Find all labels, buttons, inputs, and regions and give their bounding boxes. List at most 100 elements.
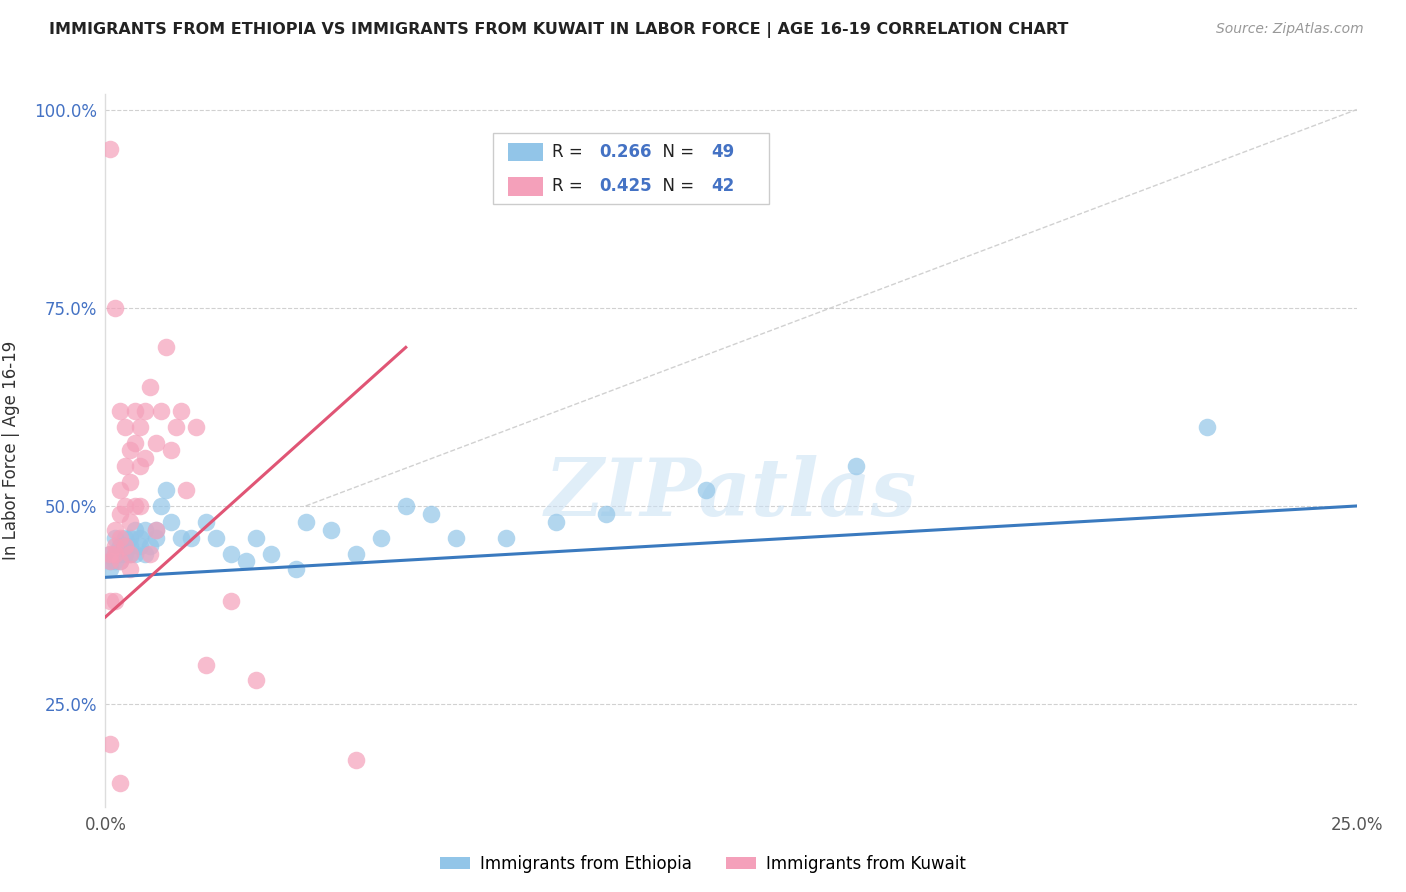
Point	[129, 459, 152, 474]
Point	[120, 539, 142, 553]
Point	[104, 547, 127, 561]
Point	[124, 404, 146, 418]
Point	[124, 523, 146, 537]
Point	[284, 562, 307, 576]
Point	[194, 657, 217, 672]
Point	[235, 554, 257, 568]
Text: N =: N =	[652, 178, 700, 195]
Point	[245, 531, 267, 545]
Point	[1195, 419, 1218, 434]
Point	[120, 547, 142, 561]
Point	[104, 301, 127, 315]
Point	[100, 142, 122, 156]
Point	[110, 554, 132, 568]
Point	[129, 539, 152, 553]
Point	[149, 404, 172, 418]
Point	[124, 499, 146, 513]
Point	[134, 451, 156, 466]
Point	[845, 459, 868, 474]
Point	[129, 531, 152, 545]
Point	[114, 419, 136, 434]
Point	[495, 531, 517, 545]
Text: R =: R =	[553, 178, 588, 195]
Point	[159, 443, 181, 458]
Point	[110, 554, 132, 568]
Point	[104, 554, 127, 568]
Point	[120, 547, 142, 561]
Point	[174, 483, 197, 497]
Point	[169, 404, 191, 418]
Point	[100, 737, 122, 751]
Point	[110, 776, 132, 790]
Point	[219, 594, 242, 608]
Text: ZIPatlas: ZIPatlas	[546, 455, 917, 532]
Point	[110, 547, 132, 561]
Point	[100, 554, 122, 568]
Point	[114, 499, 136, 513]
Point	[114, 459, 136, 474]
Point	[145, 531, 167, 545]
Point	[155, 340, 177, 354]
Point	[100, 562, 122, 576]
Point	[104, 523, 127, 537]
Point	[159, 515, 181, 529]
Point	[124, 435, 146, 450]
Point	[155, 483, 177, 497]
Text: 0.425: 0.425	[600, 178, 652, 195]
Point	[114, 539, 136, 553]
Point	[419, 507, 441, 521]
Point	[319, 523, 342, 537]
Y-axis label: In Labor Force | Age 16-19: In Labor Force | Age 16-19	[3, 341, 20, 560]
Point	[344, 547, 367, 561]
Point	[204, 531, 226, 545]
Point	[114, 539, 136, 553]
Point	[184, 419, 207, 434]
Point	[110, 507, 132, 521]
Legend: Immigrants from Ethiopia, Immigrants from Kuwait: Immigrants from Ethiopia, Immigrants fro…	[434, 848, 972, 880]
FancyBboxPatch shape	[494, 133, 769, 204]
Point	[104, 547, 127, 561]
Text: IMMIGRANTS FROM ETHIOPIA VS IMMIGRANTS FROM KUWAIT IN LABOR FORCE | AGE 16-19 CO: IMMIGRANTS FROM ETHIOPIA VS IMMIGRANTS F…	[49, 22, 1069, 38]
Point	[120, 515, 142, 529]
Point	[114, 547, 136, 561]
Text: N =: N =	[652, 144, 700, 161]
Point	[169, 531, 191, 545]
Point	[110, 539, 132, 553]
Point	[695, 483, 717, 497]
Point	[110, 483, 132, 497]
Text: R =: R =	[553, 144, 588, 161]
Point	[219, 547, 242, 561]
Point	[145, 523, 167, 537]
Point	[120, 443, 142, 458]
Point	[544, 515, 567, 529]
Point	[100, 594, 122, 608]
Point	[134, 547, 156, 561]
Point	[104, 594, 127, 608]
Point	[395, 499, 418, 513]
Point	[259, 547, 281, 561]
Text: 42: 42	[711, 178, 734, 195]
FancyBboxPatch shape	[509, 178, 543, 195]
Point	[194, 515, 217, 529]
Text: Source: ZipAtlas.com: Source: ZipAtlas.com	[1216, 22, 1364, 37]
Point	[104, 531, 127, 545]
Point	[120, 562, 142, 576]
Point	[245, 673, 267, 688]
Point	[129, 419, 152, 434]
Point	[595, 507, 617, 521]
Text: 49: 49	[711, 144, 734, 161]
Point	[110, 531, 132, 545]
Point	[134, 404, 156, 418]
Text: 0.266: 0.266	[600, 144, 652, 161]
Point	[129, 499, 152, 513]
Point	[100, 554, 122, 568]
Point	[100, 547, 122, 561]
Point	[134, 523, 156, 537]
Point	[294, 515, 316, 529]
Point	[139, 547, 162, 561]
Point	[114, 531, 136, 545]
Point	[145, 523, 167, 537]
Point	[139, 380, 162, 394]
Point	[120, 531, 142, 545]
Point	[180, 531, 202, 545]
